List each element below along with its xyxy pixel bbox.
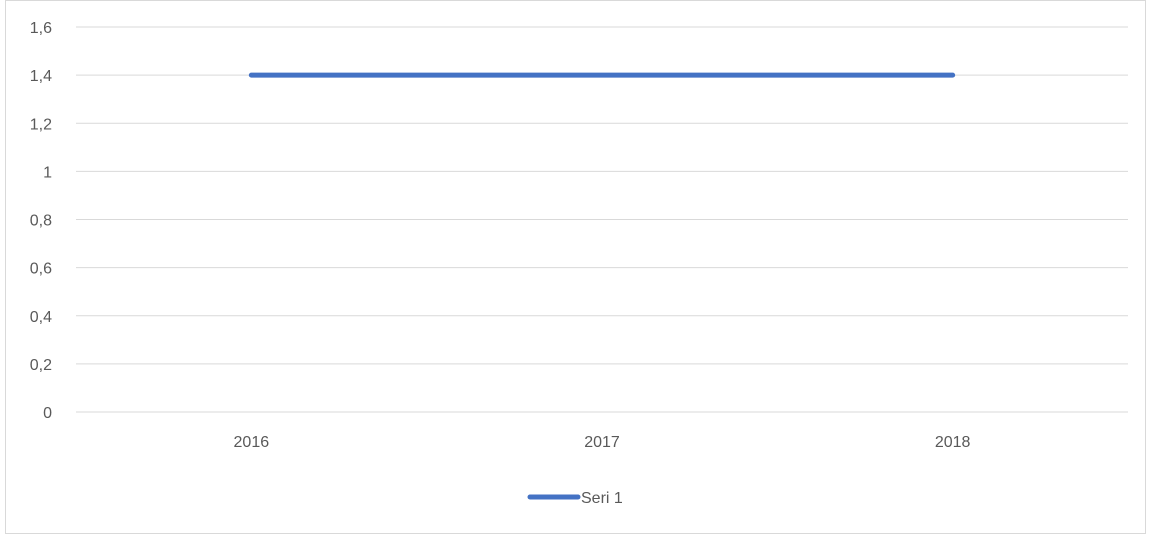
x-tick-label: 2018 xyxy=(935,434,971,451)
y-tick-label: 0,6 xyxy=(30,261,52,278)
y-tick-label: 0,8 xyxy=(30,213,52,230)
y-tick-label: 0 xyxy=(43,405,52,422)
y-tick-label: 0,4 xyxy=(30,309,52,326)
x-axis-labels: 2016 2017 2018 xyxy=(234,434,971,451)
y-tick-label: 1,4 xyxy=(30,68,52,85)
y-tick-label: 1,6 xyxy=(30,20,52,37)
y-tick-label: 1 xyxy=(43,164,52,181)
legend: Seri 1 xyxy=(527,490,623,507)
chart-frame xyxy=(5,0,1146,534)
x-tick-label: 2016 xyxy=(234,434,270,451)
x-tick-label: 2017 xyxy=(584,434,620,451)
y-tick-label: 0,2 xyxy=(30,357,52,374)
legend-label: Seri 1 xyxy=(581,490,623,507)
gridlines xyxy=(76,26,1128,413)
y-axis-labels: 0 0,2 0,4 0,6 0,8 1 1,2 1,4 1,6 xyxy=(30,20,52,422)
y-tick-label: 1,2 xyxy=(30,116,52,133)
